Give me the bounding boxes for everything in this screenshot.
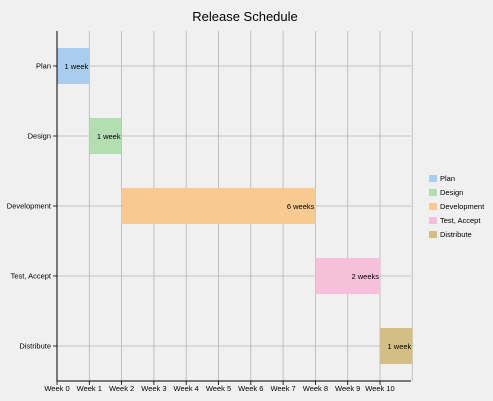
bar-label: 6 weeks — [287, 202, 315, 211]
bar-plan — [57, 48, 90, 84]
y-tick-label: Design — [28, 132, 51, 141]
x-tick-label: Week 6 — [238, 384, 263, 393]
legend-swatch — [429, 203, 437, 210]
x-tick-label: Week 4 — [174, 384, 199, 393]
y-tick-label: Development — [7, 202, 52, 211]
bar-design — [89, 118, 122, 154]
y-tick-label: Distribute — [19, 342, 51, 351]
bar-label: 1 week — [388, 342, 412, 351]
chart-title: Release Schedule — [192, 9, 298, 24]
bar-label: 1 week — [65, 62, 89, 71]
x-tick-label: Week 2 — [109, 384, 134, 393]
legend-label: Plan — [440, 174, 455, 183]
x-tick-label: Week 3 — [141, 384, 166, 393]
legend-swatch — [429, 175, 437, 182]
y-tick-label: Plan — [36, 62, 51, 71]
bar-distribute — [380, 328, 413, 364]
x-tick-label: Week 9 — [335, 384, 360, 393]
legend: Plan Design Development Test, Accept Distrib… — [429, 174, 485, 239]
x-tick-label: Week 5 — [206, 384, 231, 393]
legend-swatch — [429, 217, 437, 224]
bars: 1 week 1 week 6 weeks 2 weeks 1 week — [57, 48, 413, 364]
x-tick-label: Week 0 — [44, 384, 69, 393]
legend-label: Test, Accept — [440, 216, 481, 225]
bar-label: 2 weeks — [351, 272, 379, 281]
bar-development — [121, 188, 316, 224]
legend-label: Development — [440, 202, 485, 211]
legend-label: Design — [440, 188, 463, 197]
x-tick-label: Week 10 — [365, 384, 394, 393]
legend-label: Distribute — [440, 230, 472, 239]
legend-swatch — [429, 189, 437, 196]
bar-label: 1 week — [97, 132, 121, 141]
y-tick-label: Test, Accept — [11, 272, 52, 281]
x-tick-label: Week 1 — [77, 384, 102, 393]
x-tick-label: Week 7 — [270, 384, 295, 393]
axes: Plan Design Development Test, Accept Distrib… — [7, 31, 411, 393]
legend-swatch — [429, 231, 437, 238]
bar-test-accept — [315, 258, 380, 294]
x-tick-label: Week 8 — [303, 384, 328, 393]
